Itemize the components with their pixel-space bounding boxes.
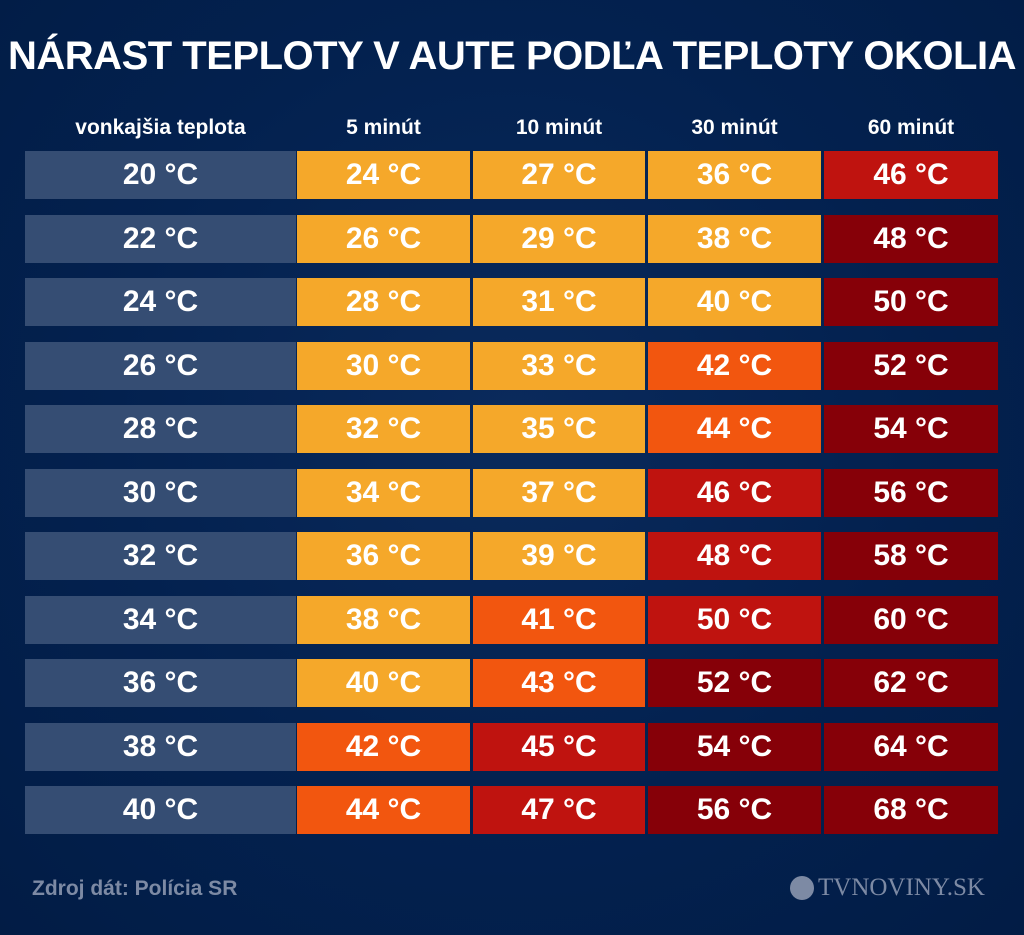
car-temp-cell: 44 °C <box>297 786 470 834</box>
car-temp-cell: 68 °C <box>824 786 998 834</box>
car-temp-cell: 54 °C <box>648 722 821 771</box>
car-temp-cell: 35 °C <box>473 405 645 453</box>
car-temp-cell: 28 °C <box>297 278 470 326</box>
car-temp-cell: 40 °C <box>297 659 470 707</box>
column-header: vonkajšia teplota <box>75 116 246 139</box>
car-temp-cell: 56 °C <box>648 786 821 834</box>
car-temp-cell: 41 °C <box>473 595 645 644</box>
tvnoviny-logo: TVNOVINY.SK <box>790 874 985 902</box>
outside-temp-cell: 32 °C <box>25 532 296 580</box>
car-temp-cell: 46 °C <box>824 151 998 199</box>
column-header: 5 minút <box>346 116 421 139</box>
car-temp-cell: 50 °C <box>824 278 998 326</box>
car-temp-cell: 44 °C <box>648 405 821 453</box>
logo-icon <box>790 876 814 900</box>
car-temp-cell: 48 °C <box>824 214 998 263</box>
outside-temp-cell: 28 °C <box>25 405 296 453</box>
car-temp-cell: 36 °C <box>648 151 821 199</box>
car-temp-cell: 38 °C <box>648 214 821 263</box>
source-note: Zdroj dát: Polícia SR <box>32 877 238 900</box>
car-temp-cell: 39 °C <box>473 532 645 580</box>
logo-text: TVNOVINY.SK <box>818 874 985 901</box>
car-temp-cell: 30 °C <box>297 341 470 390</box>
car-temp-cell: 42 °C <box>648 341 821 390</box>
outside-temp-cell: 26 °C <box>25 341 296 390</box>
car-temp-cell: 62 °C <box>824 659 998 707</box>
car-temp-cell: 60 °C <box>824 595 998 644</box>
car-temp-cell: 27 °C <box>473 151 645 199</box>
outside-temp-cell: 22 °C <box>25 214 296 263</box>
car-temp-cell: 52 °C <box>648 659 821 707</box>
car-temp-cell: 33 °C <box>473 341 645 390</box>
car-temp-cell: 40 °C <box>648 278 821 326</box>
car-temp-cell: 58 °C <box>824 532 998 580</box>
car-temp-cell: 45 °C <box>473 722 645 771</box>
car-temp-cell: 48 °C <box>648 532 821 580</box>
outside-temp-cell: 20 °C <box>25 151 296 199</box>
car-temp-cell: 36 °C <box>297 532 470 580</box>
car-temp-cell: 47 °C <box>473 786 645 834</box>
chart-title: NÁRAST TEPLOTY V AUTE PODĽA TEPLOTY OKOL… <box>8 34 1016 78</box>
car-temp-cell: 46 °C <box>648 468 821 517</box>
outside-temp-cell: 34 °C <box>25 595 296 644</box>
column-header: 30 minút <box>691 116 778 139</box>
car-temp-cell: 52 °C <box>824 341 998 390</box>
car-temp-cell: 26 °C <box>297 214 470 263</box>
car-temp-cell: 32 °C <box>297 405 470 453</box>
car-temp-cell: 64 °C <box>824 722 998 771</box>
car-temp-cell: 34 °C <box>297 468 470 517</box>
car-temp-cell: 29 °C <box>473 214 645 263</box>
outside-temp-cell: 24 °C <box>25 278 296 326</box>
column-header: 10 minút <box>515 116 603 139</box>
car-temp-cell: 43 °C <box>473 659 645 707</box>
car-temp-cell: 42 °C <box>297 722 470 771</box>
car-temp-cell: 38 °C <box>297 595 470 644</box>
outside-temp-cell: 40 °C <box>25 786 296 834</box>
column-header: 60 minút <box>867 116 955 139</box>
car-temp-cell: 31 °C <box>473 278 645 326</box>
outside-temp-cell: 30 °C <box>25 468 296 517</box>
car-temp-cell: 37 °C <box>473 468 645 517</box>
car-temp-cell: 54 °C <box>824 405 998 453</box>
outside-temp-cell: 38 °C <box>25 722 296 771</box>
car-temp-cell: 24 °C <box>297 151 470 199</box>
car-temp-cell: 56 °C <box>824 468 998 517</box>
car-temp-cell: 50 °C <box>648 595 821 644</box>
outside-temp-cell: 36 °C <box>25 659 296 707</box>
